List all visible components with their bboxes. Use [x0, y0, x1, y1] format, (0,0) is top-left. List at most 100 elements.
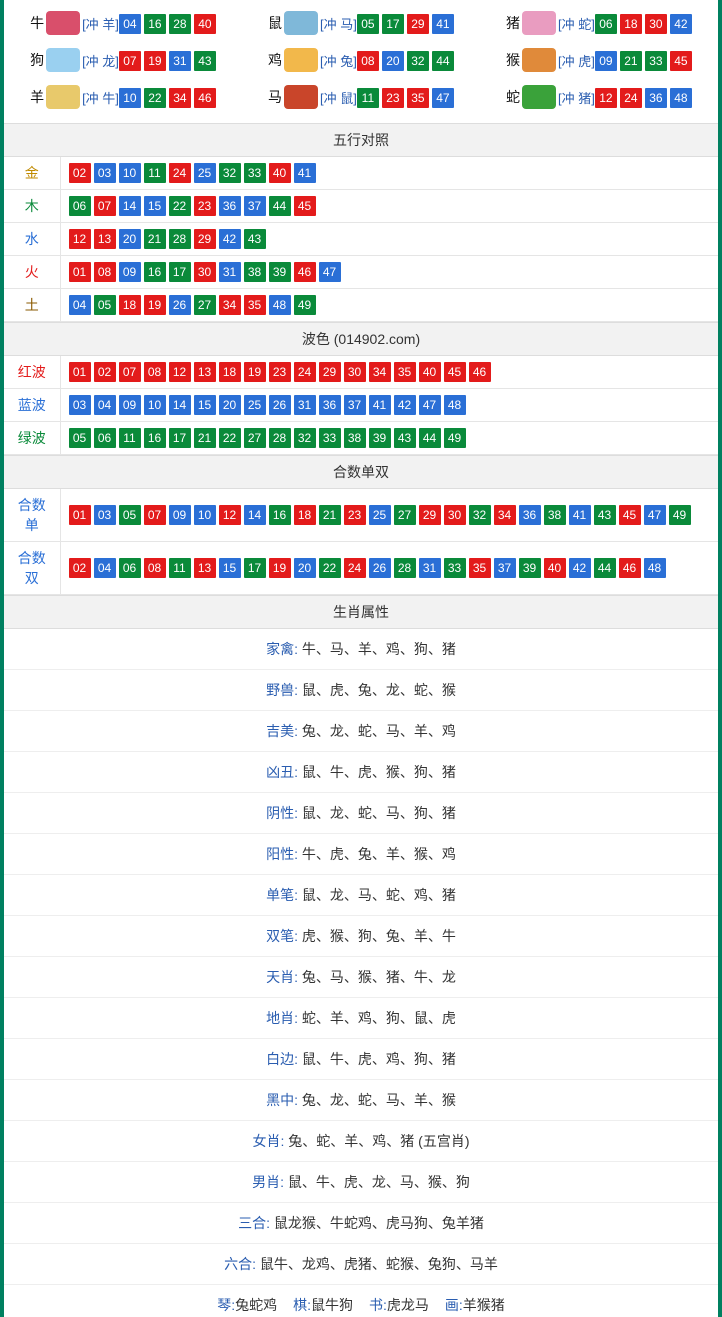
- number-badge: 36: [645, 88, 667, 108]
- number-badge: 36: [519, 505, 541, 525]
- number-badge: 24: [169, 163, 191, 183]
- number-badge: 24: [620, 88, 642, 108]
- number-badge: 19: [144, 295, 166, 315]
- number-badge: 26: [169, 295, 191, 315]
- attr-label: 黑中:: [266, 1092, 298, 1108]
- number-badge: 18: [620, 14, 642, 34]
- zodiac-conflict: [冲 羊]: [82, 14, 119, 33]
- attr-value: 兔、龙、蛇、马、羊、鸡: [298, 723, 456, 739]
- attr-label: 家禽:: [266, 641, 298, 657]
- number-badge: 30: [444, 505, 466, 525]
- number-badge: 13: [94, 229, 116, 249]
- number-badge: 38: [244, 262, 266, 282]
- number-badge: 39: [269, 262, 291, 282]
- zodiac-cell: 马[冲 鼠]11233547: [242, 80, 480, 117]
- zodiac-cell: 羊[冲 牛]10223446: [4, 80, 242, 117]
- number-badge: 12: [219, 505, 241, 525]
- number-badge: 04: [119, 14, 141, 34]
- number-badge: 49: [444, 428, 466, 448]
- bottom-value: 羊猴猪: [463, 1297, 505, 1313]
- number-badge: 16: [144, 262, 166, 282]
- number-badge: 11: [119, 428, 141, 448]
- row-label: 绿波: [4, 422, 60, 455]
- number-badge: 09: [169, 505, 191, 525]
- number-badge: 17: [169, 428, 191, 448]
- number-badge: 17: [382, 14, 404, 34]
- number-badge: 34: [219, 295, 241, 315]
- number-badge: 05: [357, 14, 379, 34]
- number-badge: 19: [244, 362, 266, 382]
- row-numbers: 04051819262734354849: [69, 295, 316, 315]
- zodiac-numbers: 11233547: [357, 88, 454, 108]
- zodiac-conflict: [冲 猪]: [558, 88, 595, 107]
- bottom-label: 棋:: [293, 1297, 311, 1313]
- zodiac-name: 蛇: [506, 87, 520, 107]
- number-badge: 41: [369, 395, 391, 415]
- number-badge: 34: [369, 362, 391, 382]
- number-badge: 47: [319, 262, 341, 282]
- row-label: 红波: [4, 356, 60, 389]
- number-badge: 45: [294, 196, 316, 216]
- attr-value: 鼠、龙、蛇、马、狗、猪: [298, 805, 456, 821]
- attr-value: 牛、虎、兔、羊、猴、鸡: [298, 846, 456, 862]
- number-badge: 07: [119, 51, 141, 71]
- number-badge: 09: [119, 395, 141, 415]
- zodiac-icon: [284, 85, 318, 109]
- bottom-segment: 书:虎龙马: [369, 1295, 429, 1315]
- row-numbers: 05061116172122272832333839434449: [69, 428, 466, 448]
- number-badge: 19: [144, 51, 166, 71]
- bottom-label: 书:: [369, 1297, 387, 1313]
- number-badge: 34: [169, 88, 191, 108]
- number-badge: 42: [569, 558, 591, 578]
- zodiac-cell: 牛[冲 羊]04162840: [4, 6, 242, 43]
- bottom-value: 虎龙马: [387, 1297, 429, 1313]
- number-badge: 35: [407, 88, 429, 108]
- zodiac-icon: [46, 85, 80, 109]
- number-badge: 07: [144, 505, 166, 525]
- number-badge: 40: [269, 163, 291, 183]
- number-badge: 11: [357, 88, 379, 108]
- number-badge: 46: [469, 362, 491, 382]
- number-badge: 10: [194, 505, 216, 525]
- wuxing-table: 金02031011242532334041木060714152223363744…: [4, 157, 718, 322]
- zodiac-numbers: 12243648: [595, 88, 692, 108]
- zodiac-name: 鸡: [268, 50, 282, 70]
- zodiac-numbers: 04162840: [119, 14, 216, 34]
- attr-label: 白边:: [266, 1051, 298, 1067]
- number-badge: 29: [407, 14, 429, 34]
- number-badge: 37: [494, 558, 516, 578]
- attr-row: 三合: 鼠龙猴、牛蛇鸡、虎马狗、兔羊猪: [4, 1203, 718, 1244]
- wuxing-title: 五行对照: [4, 123, 718, 157]
- number-badge: 28: [169, 229, 191, 249]
- number-badge: 20: [219, 395, 241, 415]
- number-badge: 20: [119, 229, 141, 249]
- attr-row: 黑中: 兔、龙、蛇、马、羊、猴: [4, 1080, 718, 1121]
- number-badge: 40: [419, 362, 441, 382]
- row-label: 蓝波: [4, 389, 60, 422]
- number-badge: 48: [644, 558, 666, 578]
- row-numbers: 0103050709101214161821232527293032343638…: [69, 505, 691, 525]
- bose-title: 波色 (014902.com): [4, 322, 718, 356]
- number-badge: 29: [194, 229, 216, 249]
- row-label: 合数双: [4, 542, 60, 595]
- number-badge: 42: [219, 229, 241, 249]
- number-badge: 36: [319, 395, 341, 415]
- attr-row: 野兽: 鼠、虎、兔、龙、蛇、猴: [4, 670, 718, 711]
- zodiac-numbers: 09213345: [595, 51, 692, 71]
- number-badge: 06: [119, 558, 141, 578]
- zodiac-icon: [284, 48, 318, 72]
- number-badge: 09: [119, 262, 141, 282]
- bottom-label: 画:: [445, 1297, 463, 1313]
- number-badge: 49: [294, 295, 316, 315]
- number-badge: 33: [645, 51, 667, 71]
- zodiac-icon: [46, 11, 80, 35]
- number-badge: 20: [294, 558, 316, 578]
- number-badge: 23: [194, 196, 216, 216]
- number-badge: 23: [269, 362, 291, 382]
- number-badge: 46: [194, 88, 216, 108]
- number-badge: 31: [169, 51, 191, 71]
- zodiac-numbers: 10223446: [119, 88, 216, 108]
- number-badge: 11: [144, 163, 166, 183]
- number-badge: 02: [69, 558, 91, 578]
- row-label: 合数单: [4, 489, 60, 542]
